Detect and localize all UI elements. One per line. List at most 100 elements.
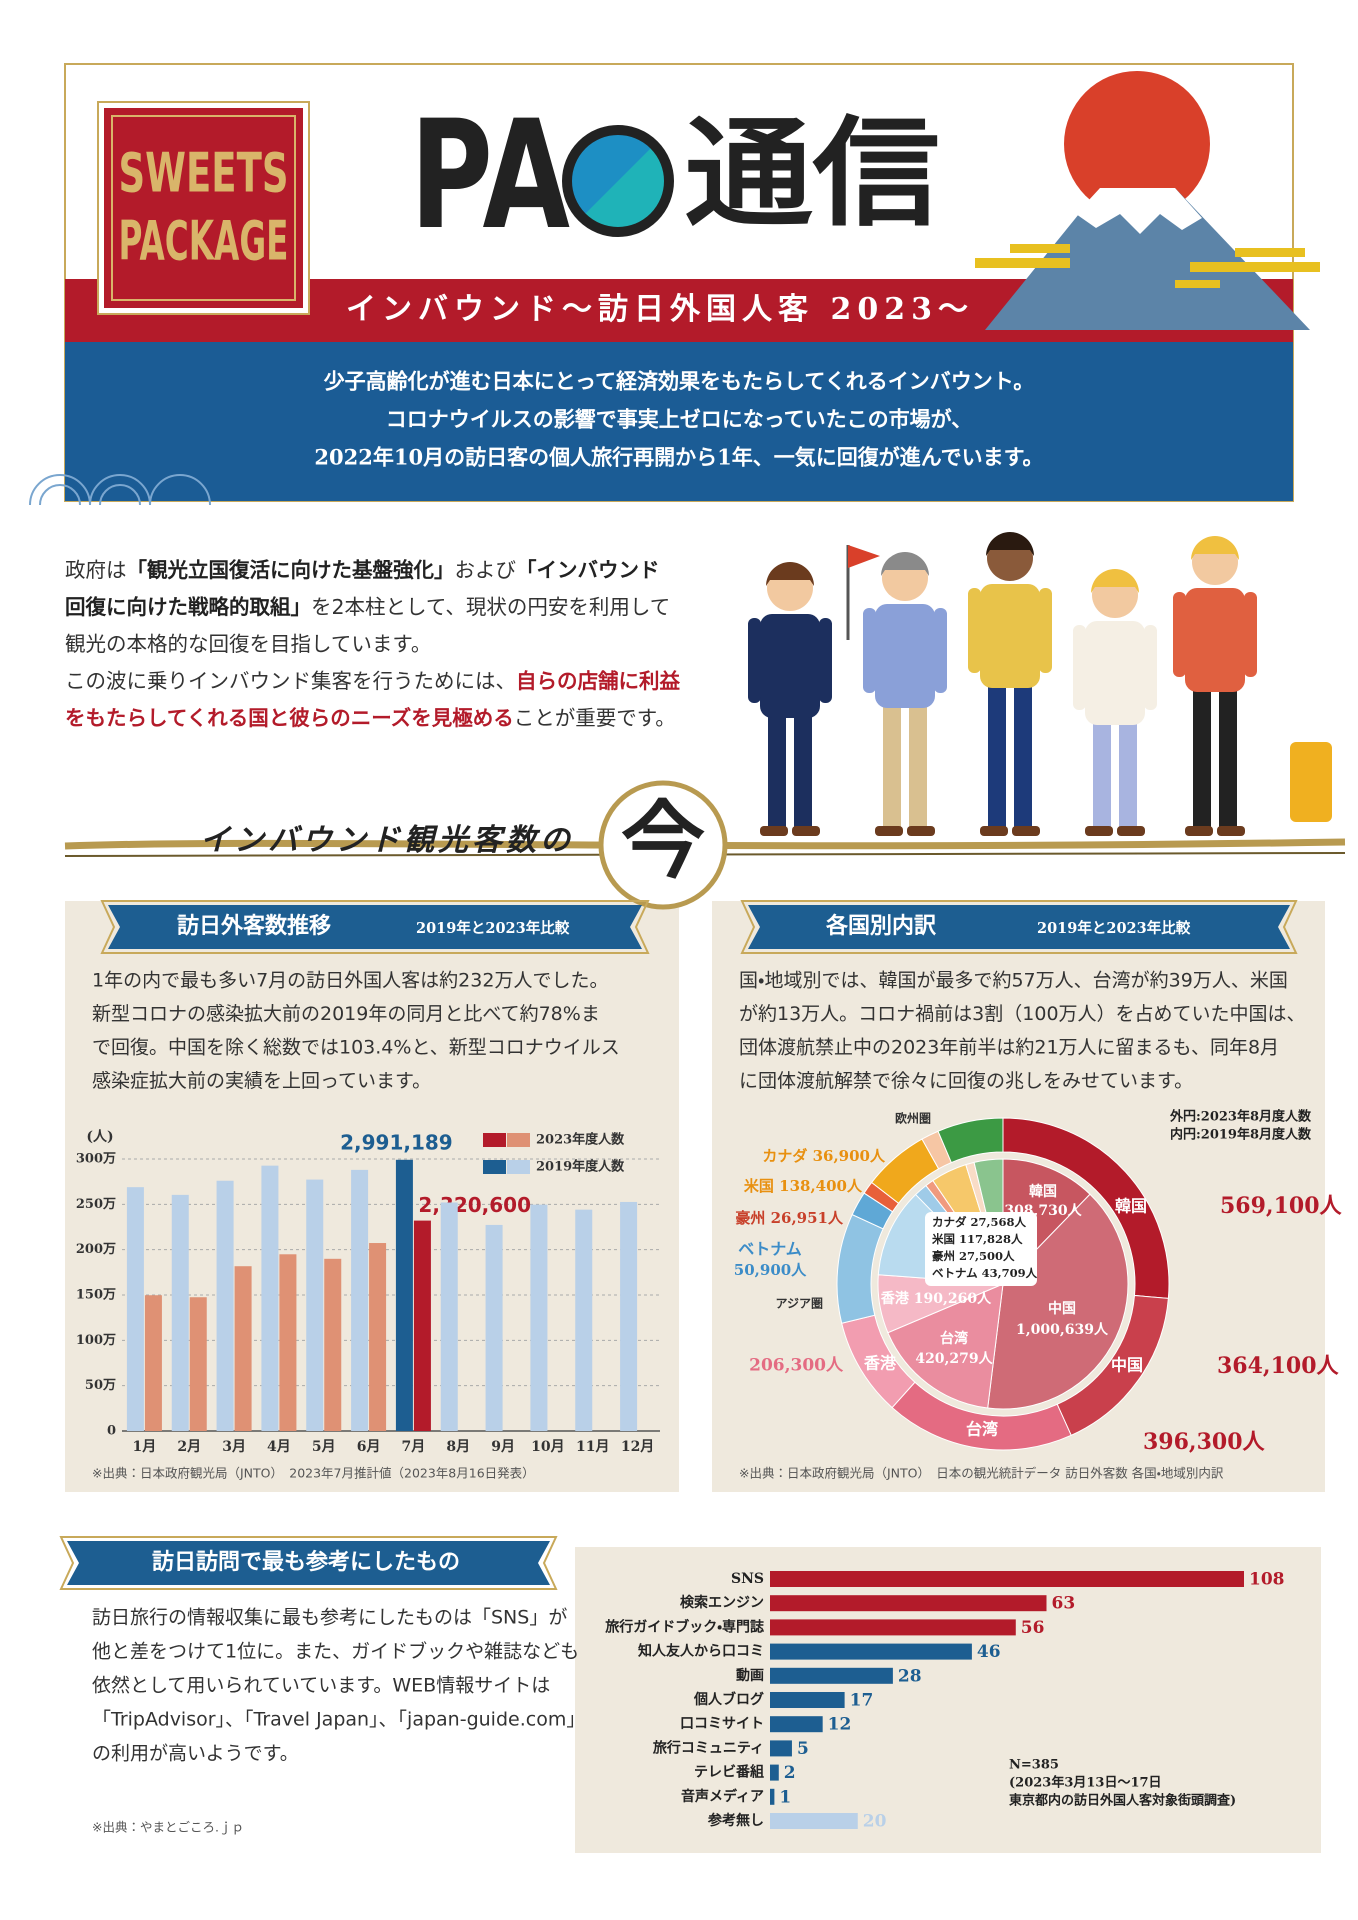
- category-label: アジア圏: [775, 1297, 823, 1311]
- value-label: 43,709人: [982, 1266, 1038, 1280]
- outer-label: 米国 138,400人: [744, 1177, 863, 1195]
- value-label: 308,730人: [1004, 1203, 1082, 1219]
- label-box: [925, 1212, 1037, 1286]
- brand-circle-teal: [582, 145, 667, 230]
- intro-line: 回復に向けた戦略的取組」を2本柱として、現状の円安を利用して: [65, 595, 670, 619]
- bar: [261, 1165, 279, 1431]
- panel-text: 国・地域別では、韓国が最多で約57万人、台湾が約39万人、米国: [739, 970, 1288, 992]
- person-body: [875, 604, 935, 708]
- intro-segment: を2本柱として、現状の円安を利用して: [311, 595, 670, 619]
- intro-line: をもたらしてくれる国と彼らのニーズを見極めることが重要です。: [65, 706, 676, 730]
- person-body: [980, 584, 1040, 688]
- x-tick-label: 8月: [446, 1439, 470, 1455]
- bar: [770, 1788, 775, 1805]
- panel-text: 「TripAdvisor」、「Travel Japan」、「japan-guid…: [92, 1709, 585, 1731]
- person-shoe: [1012, 826, 1040, 836]
- person-arm: [748, 618, 761, 703]
- intro-line: 政府は「観光立国復活に向けた基盤強化」および「インバウンド: [65, 558, 660, 582]
- bar: [216, 1180, 234, 1431]
- inner-label: ベトナム 43,709人: [932, 1266, 1038, 1280]
- ribbon: [67, 1541, 550, 1585]
- logo-text: SWEETS: [119, 142, 289, 205]
- person-leg: [794, 713, 812, 830]
- person-leg: [1219, 687, 1237, 830]
- value-label: 12: [828, 1715, 852, 1735]
- legend-label: 2019年度人数: [536, 1159, 625, 1175]
- person: [748, 562, 832, 836]
- panel-text: 団体渡航禁止中の2023年前半は約21万人に留まるも、同年8月: [739, 1037, 1279, 1059]
- bar: [395, 1159, 413, 1431]
- person-leg: [988, 683, 1006, 830]
- legend-label: 2023年度人数: [536, 1132, 625, 1148]
- person-leg: [1014, 683, 1032, 830]
- lead-line: 2022年10月の訪日客の個人旅行再開から1年、一気に回復が進んでいます。: [314, 445, 1043, 470]
- bar: [440, 1202, 458, 1431]
- ribbon-outline: [100, 900, 650, 954]
- category-label: ベトナム: [932, 1266, 978, 1280]
- source-note: ※出典：日本政府観光局（JNTO） 日本の観光統計データ 訪日外客数 各国・地域…: [739, 1466, 1224, 1481]
- brand-circle-ring: [562, 125, 674, 237]
- bar: [530, 1204, 548, 1431]
- category-label: 中国: [1048, 1300, 1076, 1317]
- person-arm: [968, 588, 981, 673]
- x-tick-label: 6月: [357, 1439, 381, 1455]
- ribbon: [108, 905, 642, 949]
- wave: [29, 474, 211, 506]
- inner-label: 香港 190,260人: [880, 1290, 992, 1307]
- value-label: 28: [898, 1666, 922, 1686]
- pie-slice: [937, 1117, 1004, 1164]
- person-shoe: [1085, 826, 1113, 836]
- person-arm: [1073, 625, 1086, 710]
- ribbon-outline: [59, 1536, 558, 1590]
- panel-title: 各国別内訳: [825, 913, 936, 939]
- bar: [770, 1813, 858, 1829]
- x-tick-label: 5月: [312, 1439, 336, 1455]
- value-label: 396,300人: [1143, 1429, 1266, 1455]
- person-hair: [766, 562, 814, 586]
- waves: [29, 474, 211, 506]
- brand-circle: [562, 125, 674, 237]
- legend-swatch: [483, 1133, 506, 1147]
- bar: [369, 1243, 387, 1431]
- bar: [770, 1716, 823, 1733]
- person-hair: [1091, 569, 1139, 593]
- person-body: [1085, 621, 1145, 725]
- value-label: 364,100人: [1217, 1353, 1340, 1379]
- value-label: 117,828人: [959, 1232, 1023, 1246]
- note: (2023年3月13日〜17日: [1009, 1775, 1162, 1791]
- category-label: 知人友人から口コミ: [638, 1643, 764, 1660]
- banner-brush: [64, 838, 1346, 850]
- bar: [189, 1297, 207, 1431]
- value-label: 2,991,189: [340, 1130, 453, 1154]
- category-label: 台湾: [940, 1330, 968, 1347]
- x-tick-label: 9月: [491, 1439, 515, 1455]
- intro-line: この波に乗りインバウンド集客を行うためには、自らの店舗に利益: [65, 669, 680, 693]
- intro-segment: 「観光立国復活に向けた基盤強化」: [127, 558, 455, 582]
- category-label: 台湾: [966, 1420, 998, 1439]
- value-label: 26,951人: [771, 1209, 844, 1227]
- x-tick-label: 1月: [133, 1439, 157, 1455]
- category-label: 米国: [744, 1177, 774, 1195]
- category-label: 香港: [880, 1290, 910, 1307]
- person-hair: [881, 552, 929, 576]
- sun: [1064, 71, 1210, 217]
- category-label: 中国: [1111, 1356, 1143, 1375]
- ribbon: [748, 905, 1290, 949]
- panel-text: で回復。中国を除く総数では103.4%と、新型コロナウイルス: [92, 1037, 620, 1059]
- person-leg: [909, 703, 927, 830]
- value-label: 138,400人: [779, 1177, 863, 1195]
- category-label: 個人ブログ: [693, 1691, 764, 1708]
- person: [1073, 569, 1157, 836]
- y-tick-label: 50万: [85, 1378, 116, 1393]
- category-label: 韓国: [1029, 1183, 1057, 1200]
- cloud: [1235, 248, 1305, 257]
- bar: [306, 1179, 324, 1431]
- legend-swatch: [507, 1133, 530, 1147]
- bar: [770, 1619, 1016, 1636]
- source-note: ※出典：日本政府観光局（JNTO） 2023年7月推計値（2023年8月16日発…: [92, 1466, 535, 1481]
- intro-segment: 政府は: [65, 558, 127, 582]
- bar: [770, 1667, 893, 1684]
- value-label: 1,000,639人: [1016, 1322, 1109, 1338]
- panel-text: の利用が高いようです。: [92, 1743, 299, 1765]
